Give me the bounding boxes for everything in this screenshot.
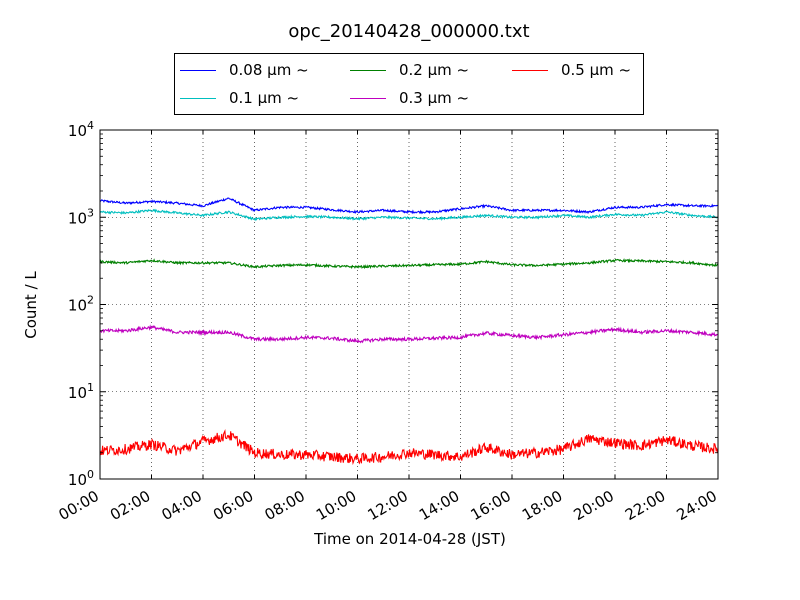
legend-label-4: 0.5 μm ~: [561, 61, 632, 79]
chart-title: opc_20140428_000000.txt: [288, 21, 529, 42]
legend-item-2: 0.2 μm ~: [350, 61, 469, 79]
series-line-0: [99, 197, 719, 215]
legend-swatch-1: [180, 97, 216, 99]
legend-item-4: 0.5 μm ~: [512, 61, 631, 79]
y-axis-label: Count / L: [22, 271, 40, 339]
x-axis-label: Time on 2014-04-28 (JST): [313, 530, 506, 548]
legend-item-3: 0.3 μm ~: [350, 89, 469, 107]
series-line-3: [99, 324, 719, 344]
y-tick-label: 101: [68, 381, 94, 402]
series-line-4: [99, 429, 719, 466]
y-tick-label: 103: [68, 206, 94, 227]
legend-label-0: 0.08 μm ~: [229, 61, 309, 79]
legend: 0.08 μm ~ 0.1 μm ~ 0.2 μm ~ 0.3 μm ~ 0.5…: [174, 53, 644, 115]
legend-label-3: 0.3 μm ~: [399, 89, 470, 107]
y-tick-label: 100: [68, 468, 94, 489]
legend-swatch-2: [350, 69, 386, 71]
legend-swatch-3: [350, 97, 386, 99]
legend-item-1: 0.1 μm ~: [180, 89, 299, 107]
y-tick-label: 104: [68, 119, 94, 140]
legend-swatch-0: [180, 69, 216, 71]
legend-label-1: 0.1 μm ~: [229, 89, 300, 107]
series-line-1: [99, 208, 719, 222]
y-tick-label: 102: [68, 294, 94, 315]
legend-label-2: 0.2 μm ~: [399, 61, 470, 79]
legend-swatch-4: [512, 69, 548, 71]
legend-item-0: 0.08 μm ~: [180, 61, 309, 79]
series-line-2: [99, 258, 719, 270]
